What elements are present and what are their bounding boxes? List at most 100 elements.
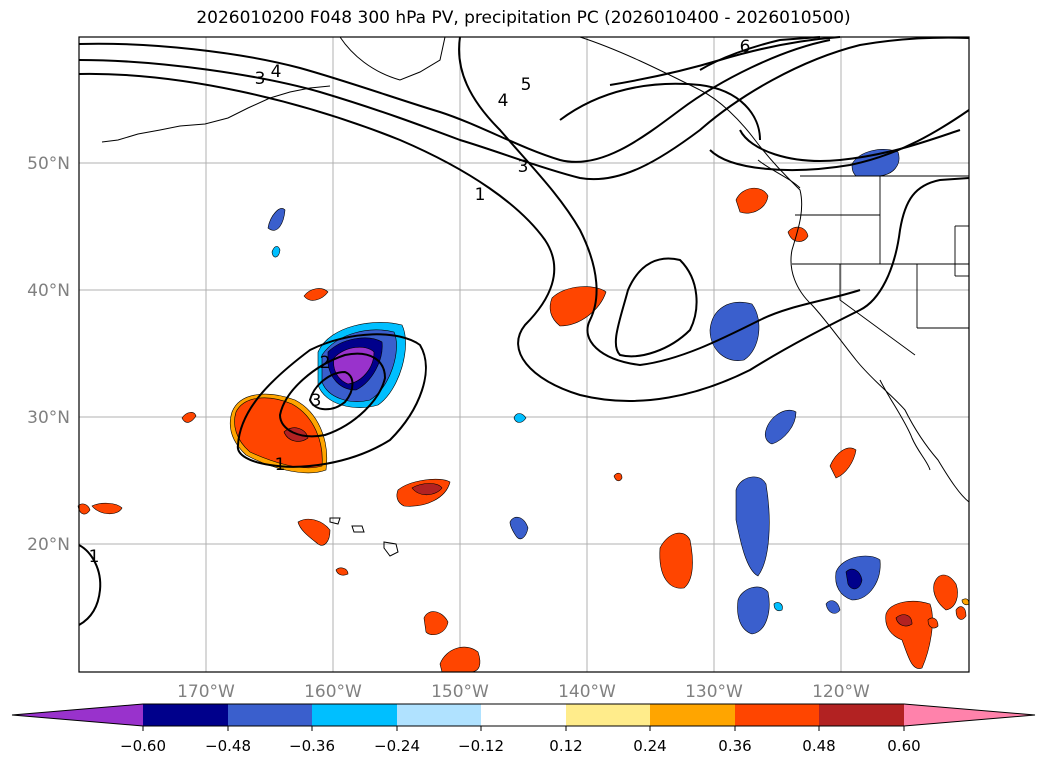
colorbar-tick-label: −0.60 [120, 737, 166, 755]
precip-blob-pos [91, 502, 123, 515]
hawaii-island [329, 517, 341, 525]
map-frame [79, 37, 969, 672]
colorbar-cell [904, 704, 1035, 726]
colorbar-tick-labels: −0.60 −0.48 −0.36 −0.24 −0.12 0.12 0.24 … [120, 737, 921, 755]
state-borders [792, 175, 969, 356]
colorbar-tick-label: −0.24 [374, 737, 420, 755]
precip-blob-pos [411, 483, 443, 496]
lat-tick-label: 50°N [27, 154, 70, 174]
lat-tick-label: 40°N [27, 281, 70, 301]
precip-blob-pos [613, 472, 623, 482]
lat-tick-label: 20°N [27, 535, 70, 555]
precip-blob-pos [77, 503, 91, 515]
colorbar-ticks [142, 726, 905, 731]
lat-tick-labels: 50°N 40°N 30°N 20°N [27, 154, 70, 555]
precip-blob-pos [181, 412, 197, 423]
lon-tick-labels: 170°W 160°W 150°W 140°W 130°W 120°W [177, 682, 870, 702]
precip-blob-neg [513, 413, 527, 423]
pv-contour-2-loop [278, 352, 387, 438]
contour-label: 3 [518, 157, 529, 177]
pv-contour-5 [458, 36, 861, 367]
contour-label: 1 [89, 547, 100, 567]
pv-contour-3-loop [308, 370, 354, 411]
colorbar-tick-label: −0.48 [205, 737, 251, 755]
pv-contour-1-sw [78, 544, 102, 626]
contour-label: 6 [740, 37, 751, 57]
precip-blob-neg [825, 600, 841, 614]
precip-blob-pos [549, 286, 607, 327]
colorbar-cell [143, 704, 228, 726]
precip-blob-neg [271, 246, 281, 258]
pv-contour-4b [609, 36, 841, 86]
colorbar-cell [819, 704, 904, 726]
contour-label: 5 [521, 75, 532, 95]
na-coast [579, 36, 970, 503]
vancouver-island [757, 159, 801, 189]
pv-contour-6 [699, 36, 821, 71]
lon-tick-label: 170°W [177, 682, 235, 702]
baja-coast [879, 379, 931, 471]
colorbar-cell [397, 704, 481, 726]
contour-label: 4 [271, 62, 282, 82]
precip-shading [77, 149, 970, 673]
precip-blob-pos [303, 288, 329, 301]
alaska-coast [339, 36, 446, 81]
colorbar-cell [312, 704, 397, 726]
precip-blob-pos [297, 518, 331, 546]
contour-label: 1 [275, 455, 286, 475]
precip-blob-pos [659, 532, 693, 589]
precip-blob-neg [773, 602, 783, 612]
pv-contour-2 [559, 82, 761, 141]
pv-contour-3 [78, 36, 970, 181]
colorbar-tick-label: 0.24 [633, 737, 666, 755]
colorbar-cell [566, 704, 650, 726]
precip-blob-pos [234, 397, 323, 469]
colorbar-tick-label: 0.48 [802, 737, 835, 755]
precip-blob-neg [735, 476, 770, 577]
contour-label: 2 [320, 353, 331, 373]
precip-blob-pos [423, 611, 449, 635]
precip-blob-pos [955, 606, 967, 620]
precip-blob-neg [845, 568, 863, 590]
hawaii-island [383, 541, 399, 557]
precip-blob-pos [927, 617, 939, 629]
aleutian-chain [101, 85, 331, 143]
contour-labels: 3 4 1 3 5 4 6 2 3 1 1 [89, 37, 751, 567]
precip-blob-neg [737, 586, 770, 635]
pv-contours [78, 36, 970, 626]
contour-label: 3 [255, 69, 266, 89]
colorbar-cell [481, 704, 566, 726]
lon-tick-label: 140°W [558, 682, 616, 702]
coastlines [101, 36, 970, 557]
contour-label: 4 [498, 91, 509, 111]
pv-contour-1-loop [236, 333, 427, 468]
colorbar-tick-label: 0.12 [549, 737, 582, 755]
contour-label: 3 [311, 391, 322, 411]
pv-contour-4 [78, 39, 831, 163]
precip-blob-pos [735, 187, 769, 214]
colorbar-cell [650, 704, 735, 726]
pv-contour-1 [78, 72, 970, 402]
precip-blob-pos [933, 574, 958, 611]
contour-label: 1 [475, 185, 486, 205]
precip-blob-neg [509, 516, 529, 540]
colorbar-cell [228, 704, 312, 726]
hawaii-island [351, 525, 365, 533]
pv-contour-ring [739, 129, 961, 162]
colorbar-cell [12, 704, 143, 726]
colorbar-cell [735, 704, 819, 726]
colorbar-tick-label: −0.36 [289, 737, 335, 755]
precip-blob-pos [335, 567, 349, 576]
pv-contour-inner [709, 109, 970, 171]
precip-blob-pos [895, 614, 913, 627]
lat-tick-label: 30°N [27, 408, 70, 428]
lon-tick-label: 120°W [812, 682, 870, 702]
lon-tick-label: 160°W [304, 682, 362, 702]
precip-blob-pos [829, 447, 857, 479]
lon-tick-label: 130°W [685, 682, 743, 702]
precip-blob-neg [267, 208, 286, 231]
colorbar-tick-label: 0.36 [718, 737, 751, 755]
precip-blob-pos [787, 226, 809, 242]
precip-blob-neg [764, 410, 797, 445]
